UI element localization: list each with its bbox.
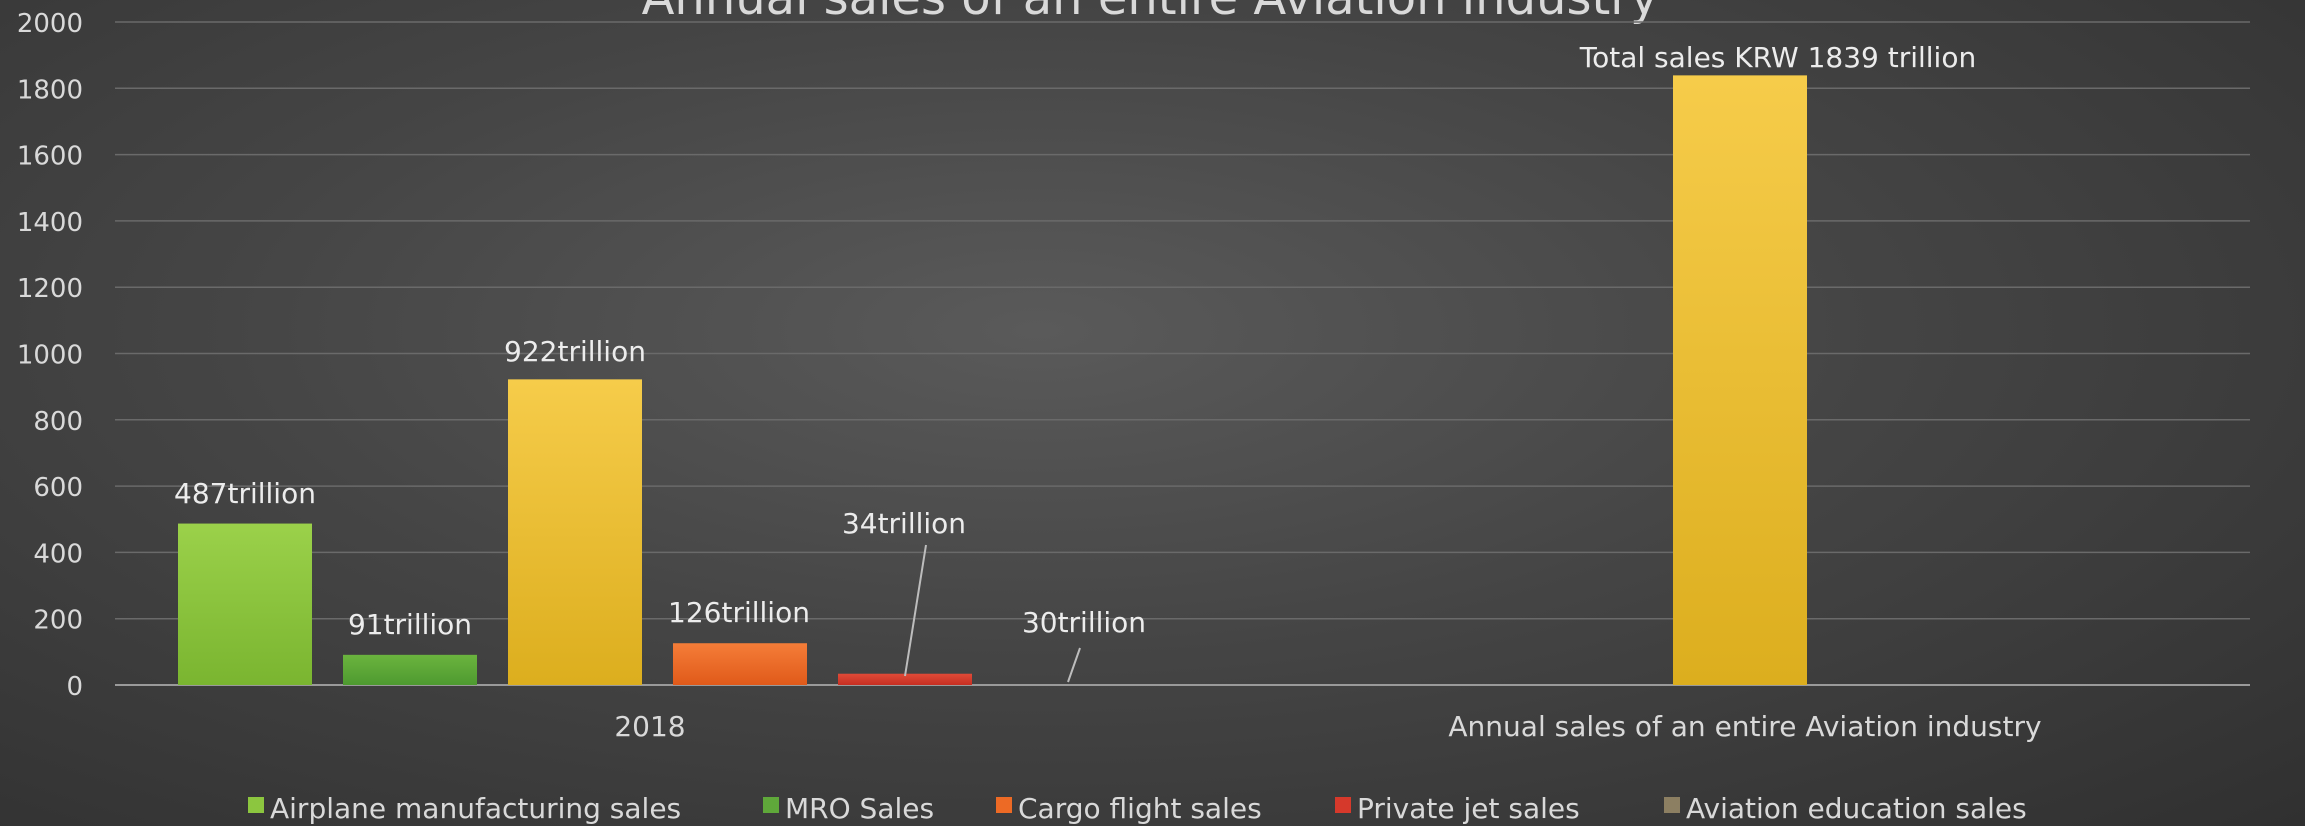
data-labels: 487trillion 91trillion 922trillion 126trill… [174, 41, 1976, 683]
x-axis: 2018 Annual sales of an entire Aviation i… [614, 710, 2041, 743]
y-tick-label: 600 [33, 473, 83, 503]
data-label: 922trillion [504, 335, 646, 368]
bar [673, 643, 807, 685]
x-category-label: Annual sales of an entire Aviation indus… [1448, 710, 2041, 743]
data-label: 30trillion [1022, 606, 1146, 639]
leader-line [904, 544, 927, 677]
y-tick-label: 2000 [17, 9, 83, 39]
y-axis: 0 200 400 600 800 1000 1200 1400 1600 1800 2000 [17, 9, 83, 702]
legend-label: Cargo flight sales [1018, 792, 1262, 825]
legend: Airplane manufacturing sales MRO Sales Car… [248, 792, 2027, 825]
bar [838, 673, 972, 685]
y-tick-label: 800 [33, 407, 83, 437]
bar [178, 523, 312, 685]
bar [508, 379, 642, 685]
bar [343, 654, 477, 685]
leader-line [1067, 647, 1081, 683]
bars [178, 75, 1807, 685]
legend-label: Private jet sales [1357, 792, 1580, 825]
data-label: 34trillion [842, 507, 966, 540]
data-label: 91trillion [348, 608, 472, 641]
legend-label: MRO Sales [785, 792, 934, 825]
data-label: Total sales KRW 1839 trillion [1579, 41, 1976, 74]
legend-swatch [1664, 797, 1680, 813]
y-tick-label: 1600 [17, 142, 83, 172]
y-tick-label: 0 [66, 672, 83, 702]
legend-label: Aviation education sales [1686, 792, 2027, 825]
y-tick-label: 1400 [17, 208, 83, 238]
y-tick-label: 1200 [17, 274, 83, 304]
y-tick-label: 400 [33, 539, 83, 569]
legend-label: Airplane manufacturing sales [270, 792, 681, 825]
y-tick-label: 1800 [17, 75, 83, 105]
bar [1673, 75, 1807, 685]
legend-swatch [763, 797, 779, 813]
gridlines [115, 21, 2250, 620]
legend-swatch [1335, 797, 1351, 813]
y-tick-label: 200 [33, 606, 83, 636]
data-label: 126trillion [668, 596, 810, 629]
y-tick-label: 1000 [17, 341, 83, 371]
legend-swatch [996, 797, 1012, 813]
x-category-label: 2018 [614, 710, 685, 743]
data-label: 487trillion [174, 477, 316, 510]
legend-swatch [248, 797, 264, 813]
